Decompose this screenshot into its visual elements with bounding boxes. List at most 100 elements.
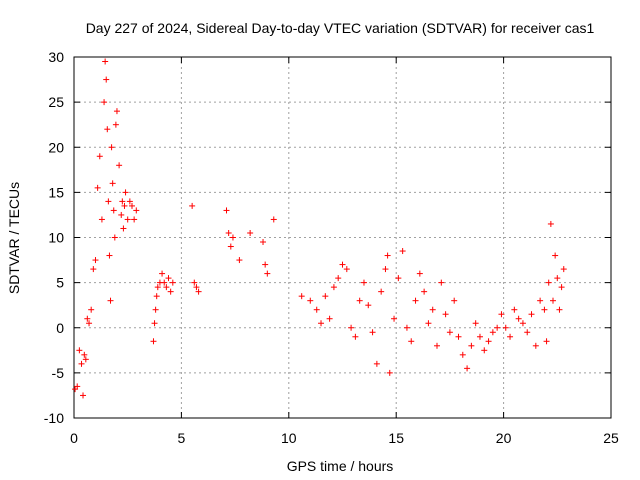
data-point — [154, 284, 161, 291]
data-point — [98, 216, 105, 223]
data-point — [547, 220, 554, 227]
data-point — [365, 302, 372, 309]
data-point — [459, 351, 466, 358]
data-point — [102, 58, 109, 65]
data-point — [335, 275, 342, 282]
data-point — [494, 324, 501, 331]
data-point — [133, 207, 140, 214]
data-point — [191, 279, 198, 286]
y-axis-label: SDTVAR / TECUs — [6, 182, 22, 294]
data-point — [481, 347, 488, 354]
data-point — [434, 342, 441, 349]
data-point — [262, 261, 269, 268]
data-point — [485, 338, 492, 345]
data-point — [556, 306, 563, 313]
data-point — [189, 202, 196, 209]
data-point — [464, 365, 471, 372]
data-point — [120, 225, 127, 232]
data-point — [82, 356, 89, 363]
data-point — [472, 320, 479, 327]
data-point — [298, 293, 305, 300]
data-point — [511, 306, 518, 313]
data-point — [468, 342, 475, 349]
data-point — [128, 202, 135, 209]
data-point — [159, 270, 166, 277]
data-point — [107, 297, 114, 304]
data-point — [425, 320, 432, 327]
data-point — [550, 297, 557, 304]
data-point — [236, 257, 243, 264]
data-point — [403, 324, 410, 331]
data-point — [104, 126, 111, 133]
data-point — [326, 315, 333, 322]
data-point — [103, 76, 110, 83]
y-axis-ticks: -10 -5 0 5 10 15 20 25 30 — [44, 49, 611, 426]
data-point — [106, 252, 113, 259]
data-point — [554, 275, 561, 282]
data-point — [378, 288, 385, 295]
data-point — [247, 229, 254, 236]
data-point — [343, 266, 350, 273]
data-point — [348, 324, 355, 331]
data-point — [74, 383, 81, 390]
data-point — [395, 275, 402, 282]
data-point — [84, 315, 91, 322]
data-point — [105, 198, 112, 205]
data-point — [90, 266, 97, 273]
data-point — [108, 144, 115, 151]
data-point — [524, 329, 531, 336]
chart-title: Day 227 of 2024, Sidereal Day-to-day VTE… — [86, 20, 595, 36]
data-point — [515, 315, 522, 322]
data-point — [161, 279, 168, 286]
x-tick-label: 0 — [70, 430, 78, 446]
data-point — [356, 297, 363, 304]
data-point — [113, 108, 120, 115]
x-tick-label: 15 — [388, 430, 404, 446]
data-point — [110, 207, 117, 214]
data-point — [318, 320, 325, 327]
data-point — [109, 180, 116, 187]
data-point — [225, 229, 232, 236]
data-point — [260, 239, 267, 246]
data-point — [80, 392, 87, 399]
data-point — [122, 189, 129, 196]
data-point — [442, 311, 449, 318]
data-point — [193, 284, 200, 291]
x-tick-label: 20 — [496, 430, 512, 446]
data-point — [489, 329, 496, 336]
data-point — [360, 279, 367, 286]
data-point — [151, 320, 158, 327]
data-point — [476, 333, 483, 340]
y-tick-label: -10 — [44, 410, 64, 426]
data-point — [532, 342, 539, 349]
data-point — [330, 284, 337, 291]
data-point — [373, 360, 380, 367]
data-point — [76, 347, 83, 354]
data-point — [116, 162, 123, 169]
grid-lines — [74, 57, 611, 418]
data-point — [537, 297, 544, 304]
data-point — [121, 202, 128, 209]
y-tick-label: 10 — [48, 230, 64, 246]
data-point — [88, 306, 95, 313]
data-point — [152, 306, 159, 313]
data-point — [519, 320, 526, 327]
data-point — [421, 288, 428, 295]
x-axis-ticks: 0 5 10 15 20 25 — [70, 57, 619, 446]
y-tick-label: 25 — [48, 94, 64, 110]
x-axis-label: GPS time / hours — [287, 458, 394, 474]
data-point — [153, 293, 160, 300]
data-point — [455, 333, 462, 340]
data-point — [352, 333, 359, 340]
data-point — [528, 311, 535, 318]
x-tick-label: 5 — [178, 430, 186, 446]
data-point — [408, 338, 415, 345]
data-point — [558, 284, 565, 291]
data-point — [264, 270, 271, 277]
data-point — [94, 184, 101, 191]
data-point — [416, 270, 423, 277]
y-tick-label: 15 — [48, 184, 64, 200]
data-point — [507, 333, 514, 340]
data-point — [429, 306, 436, 313]
